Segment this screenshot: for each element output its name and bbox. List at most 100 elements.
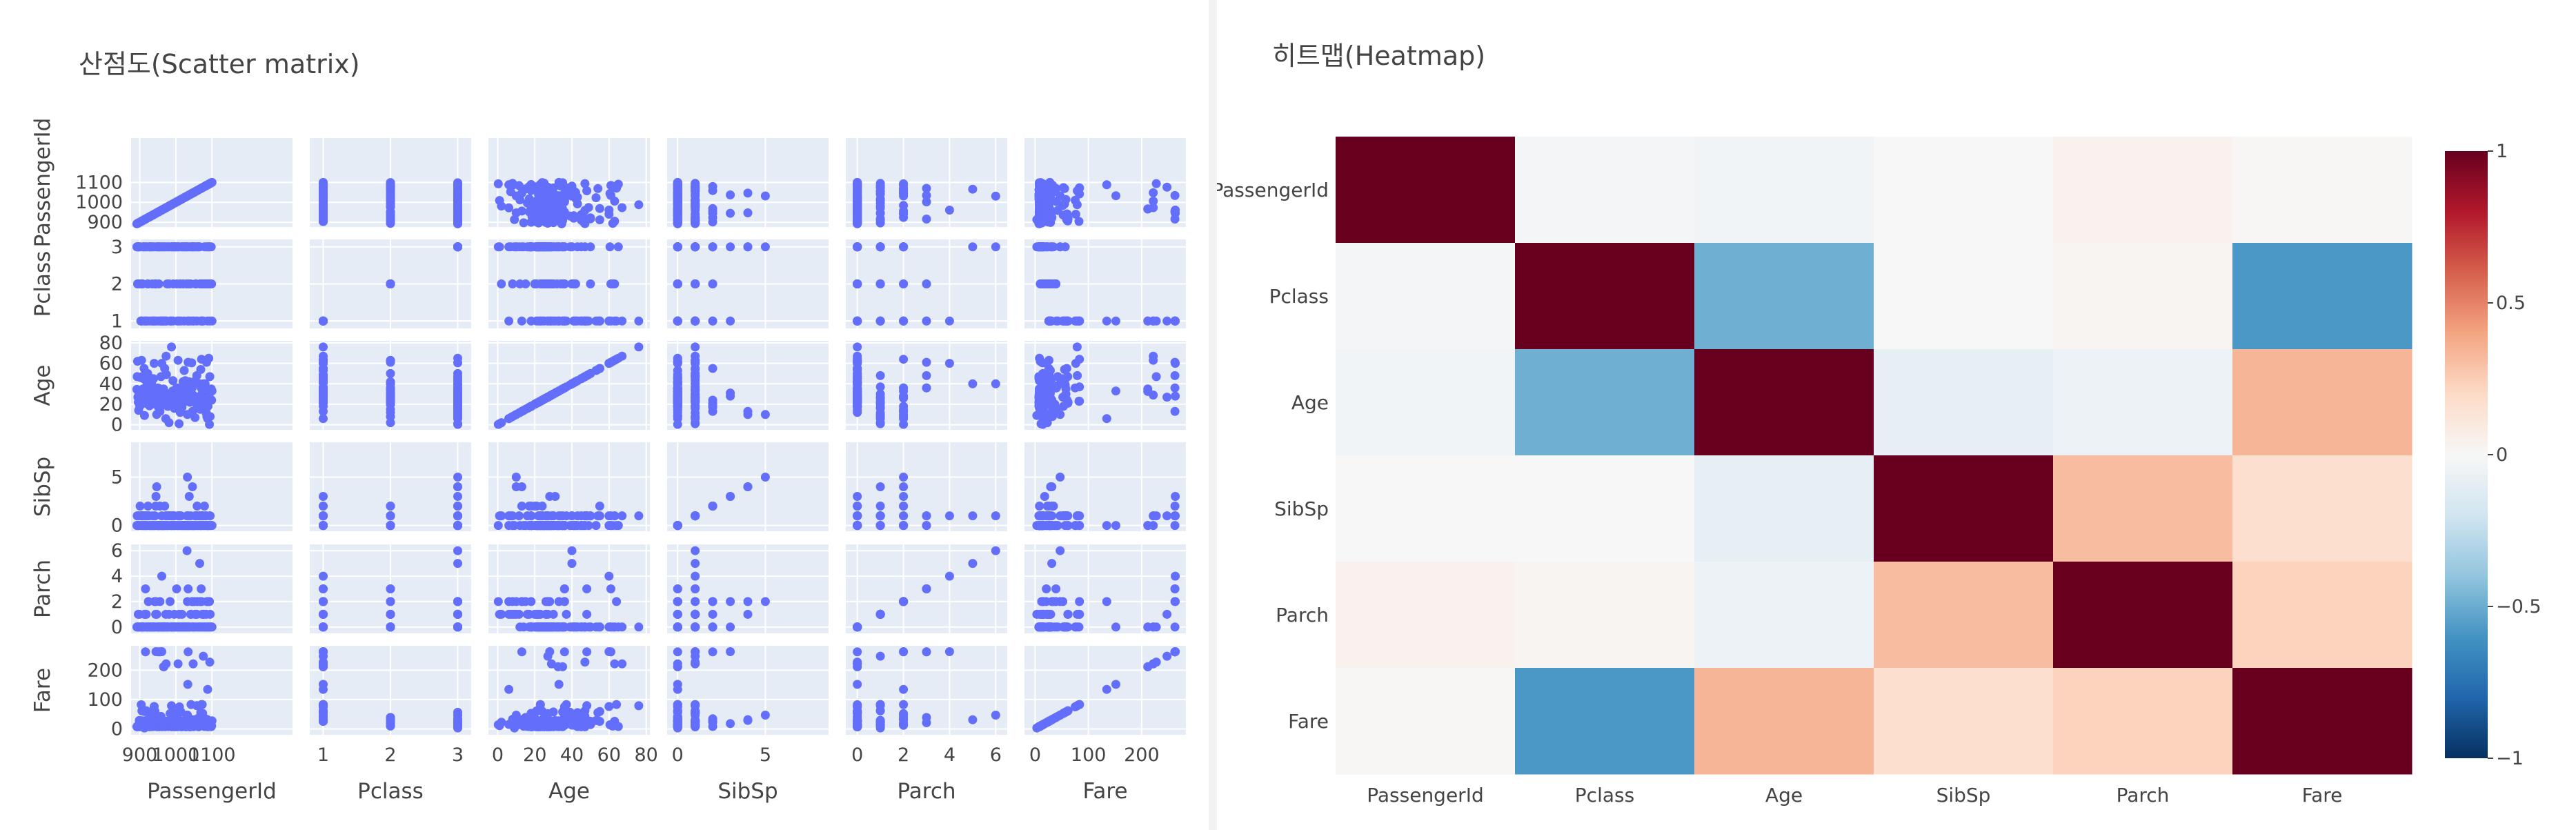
scatter-point: [944, 316, 954, 326]
scatter-point: [1036, 178, 1046, 188]
scatter-point: [922, 184, 931, 193]
scatter-point: [691, 316, 700, 326]
scatter-point: [1162, 182, 1172, 192]
scatter-point: [604, 206, 614, 215]
scatter-point: [1151, 179, 1161, 188]
scatter-point: [875, 482, 885, 491]
scatter-point: [604, 571, 614, 581]
scatter-point: [1170, 521, 1180, 531]
scatter-cell-Age-vs-SibSp: [667, 341, 829, 430]
scatter-matrix-chart[interactable]: 90010001100PassengerId123Pclass020406080…: [0, 0, 1209, 830]
scatter-point: [760, 410, 770, 419]
scatter-point: [567, 521, 577, 531]
scatter-point: [593, 316, 603, 326]
scatter-cell-SibSp-vs-Fare: [1024, 442, 1186, 531]
scatter-point: [205, 419, 215, 429]
scatter-point: [673, 177, 682, 187]
scatter-point: [991, 511, 1000, 521]
scatter-point: [634, 622, 644, 632]
scatter-point: [184, 584, 193, 593]
scatter-point: [453, 419, 462, 429]
scatter-point: [673, 395, 682, 405]
scatter-point: [141, 609, 151, 619]
scatter-point: [453, 353, 462, 363]
scatter-point: [1111, 521, 1120, 531]
scatter-cell-Age-vs-Parch: [846, 341, 1007, 430]
scatter-point: [1073, 370, 1082, 380]
scatter-point: [504, 521, 514, 531]
scatter-point: [1149, 197, 1158, 206]
scatter-point: [1075, 355, 1084, 364]
scatter-point: [968, 379, 978, 388]
scatter-cell-PassengerId-vs-PassengerId: [131, 138, 293, 228]
scatter-point: [526, 316, 536, 326]
scatter-point: [1170, 190, 1180, 200]
scatter-point: [875, 370, 885, 380]
scatter-point: [173, 355, 183, 365]
scatter-point: [493, 597, 503, 606]
scatter-point: [708, 204, 717, 213]
scatter-cell-PassengerId-vs-Age: [488, 138, 650, 228]
scatter-point: [673, 521, 682, 531]
scatter-point: [141, 584, 150, 593]
scatter-point: [155, 597, 165, 606]
scatter-point: [1040, 492, 1049, 501]
scatter-cell-SibSp-vs-Age: [488, 442, 650, 531]
scatter-cell-Age-vs-Pclass: [310, 341, 471, 430]
scatter-point: [184, 492, 194, 501]
scatter-point: [554, 386, 564, 396]
scatter-point: [1102, 521, 1111, 531]
scatter-cell-SibSp-vs-SibSp: [667, 442, 829, 531]
scatter-point: [922, 521, 931, 531]
scatter-point: [386, 279, 395, 288]
scatter-point: [537, 521, 547, 531]
scatter-point: [526, 511, 536, 521]
scatter-point: [453, 622, 462, 632]
scatter-point: [1162, 316, 1172, 326]
scatter-point: [1056, 191, 1065, 201]
scatter-point: [853, 502, 862, 511]
scatter-point: [504, 316, 514, 326]
scatter-point: [691, 511, 700, 521]
scatter-point: [582, 609, 592, 619]
scatter-point: [167, 342, 177, 352]
scatter-point: [182, 546, 192, 555]
scatter-matrix-panel: 산점도(Scatter matrix) 900 1000 1100 Passenger…: [0, 0, 1209, 830]
scatter-point: [205, 372, 215, 382]
scatter-point: [922, 316, 931, 326]
scatter-point: [135, 502, 145, 511]
scatter-point: [1050, 399, 1060, 409]
scatter-point: [944, 359, 954, 368]
scatter-point: [1149, 203, 1158, 213]
scatter-point: [1075, 316, 1084, 326]
scatter-point: [922, 357, 931, 367]
scatter-point: [691, 372, 700, 382]
scatter-point: [1075, 397, 1084, 406]
scatter-cell-Pclass-vs-PassengerId: [131, 239, 293, 328]
scatter-point: [1071, 210, 1080, 219]
scatter-point: [605, 189, 615, 198]
scatter-point: [1162, 393, 1172, 402]
scatter-matrix-title: 산점도(Scatter matrix): [79, 49, 360, 79]
scatter-point: [164, 418, 174, 428]
scatter-point: [319, 622, 328, 632]
scatter-cell-Age-vs-Fare: [1024, 341, 1186, 430]
scatter-point: [726, 597, 735, 606]
scatter-point: [386, 622, 395, 632]
scatter-point: [634, 342, 644, 352]
scatter-point: [558, 242, 568, 252]
scatter-point: [1149, 391, 1158, 400]
scatter-point: [726, 208, 735, 218]
scatter-point: [453, 482, 462, 491]
scatter-point: [853, 521, 862, 531]
scatter-point: [1044, 412, 1053, 422]
scatter-point: [1170, 511, 1180, 521]
scatter-point: [1062, 209, 1072, 219]
scatter-point: [899, 201, 909, 210]
scatter-point: [1102, 414, 1111, 424]
scatter-point: [386, 357, 395, 367]
scatter-point: [580, 622, 590, 632]
scatter-point: [1036, 279, 1046, 288]
scatter-point: [515, 622, 525, 632]
scatter-point: [1102, 180, 1111, 190]
